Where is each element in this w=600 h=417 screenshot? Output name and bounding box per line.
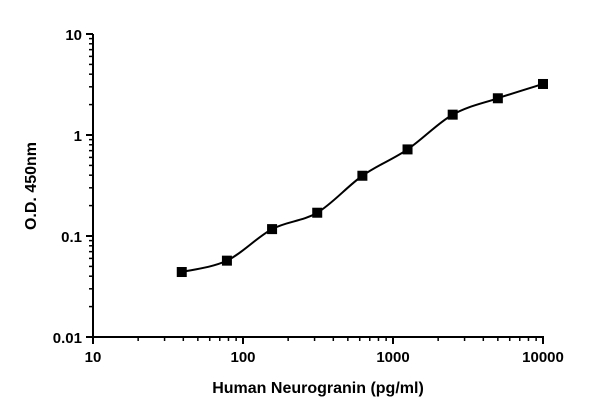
- data-point: [402, 144, 413, 155]
- x-tick-label: 10: [85, 349, 102, 366]
- x-tick-label: 1000: [376, 349, 409, 366]
- plot-area: [176, 78, 548, 278]
- y-tick-label: 10: [65, 27, 82, 44]
- y-tick-label: 0.1: [61, 229, 82, 246]
- data-point: [492, 93, 503, 104]
- axes: [86, 33, 544, 344]
- data-point: [267, 224, 278, 235]
- x-tick-label: 100: [230, 349, 255, 366]
- x-axis-title: Human Neurogranin (pg/ml): [212, 380, 424, 397]
- data-point: [221, 255, 232, 266]
- data-point: [447, 109, 458, 120]
- data-point: [538, 78, 548, 89]
- y-tick-label: 1: [74, 128, 82, 145]
- x-tick-label: 10000: [522, 349, 564, 366]
- y-axis-title: O.D. 450nm: [23, 142, 40, 230]
- data-point: [357, 170, 368, 181]
- data-point: [176, 267, 187, 278]
- y-tick-label: 0.01: [53, 330, 82, 347]
- tick-labels: 10 100 1000 10000 0.01 0.1 1 10: [53, 27, 564, 366]
- data-point: [312, 207, 323, 218]
